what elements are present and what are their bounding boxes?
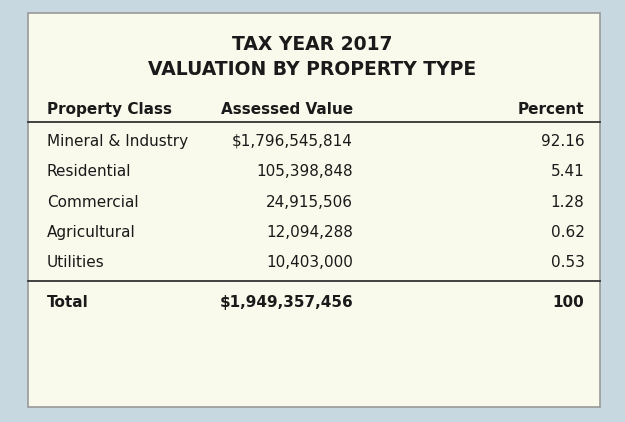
Text: Residential: Residential: [47, 164, 131, 179]
Text: 105,398,848: 105,398,848: [256, 164, 353, 179]
Text: $1,949,357,456: $1,949,357,456: [219, 295, 353, 310]
Text: Commercial: Commercial: [47, 195, 139, 210]
Text: Agricultural: Agricultural: [47, 225, 136, 240]
Text: 100: 100: [552, 295, 584, 310]
Text: $1,796,545,814: $1,796,545,814: [232, 134, 353, 149]
Text: 12,094,288: 12,094,288: [266, 225, 353, 240]
Text: TAX YEAR 2017: TAX YEAR 2017: [232, 35, 392, 54]
Text: 24,915,506: 24,915,506: [266, 195, 353, 210]
Text: 0.53: 0.53: [551, 255, 584, 271]
Text: Total: Total: [47, 295, 89, 310]
Text: 92.16: 92.16: [541, 134, 584, 149]
Text: Assessed Value: Assessed Value: [221, 102, 353, 117]
Text: Mineral & Industry: Mineral & Industry: [47, 134, 188, 149]
Text: Percent: Percent: [518, 102, 584, 117]
Text: Utilities: Utilities: [47, 255, 104, 271]
FancyBboxPatch shape: [28, 13, 600, 407]
Text: Property Class: Property Class: [47, 102, 172, 117]
Text: 0.62: 0.62: [551, 225, 584, 240]
Text: 1.28: 1.28: [551, 195, 584, 210]
Text: VALUATION BY PROPERTY TYPE: VALUATION BY PROPERTY TYPE: [149, 60, 477, 79]
Text: 5.41: 5.41: [551, 164, 584, 179]
Text: 10,403,000: 10,403,000: [266, 255, 353, 271]
